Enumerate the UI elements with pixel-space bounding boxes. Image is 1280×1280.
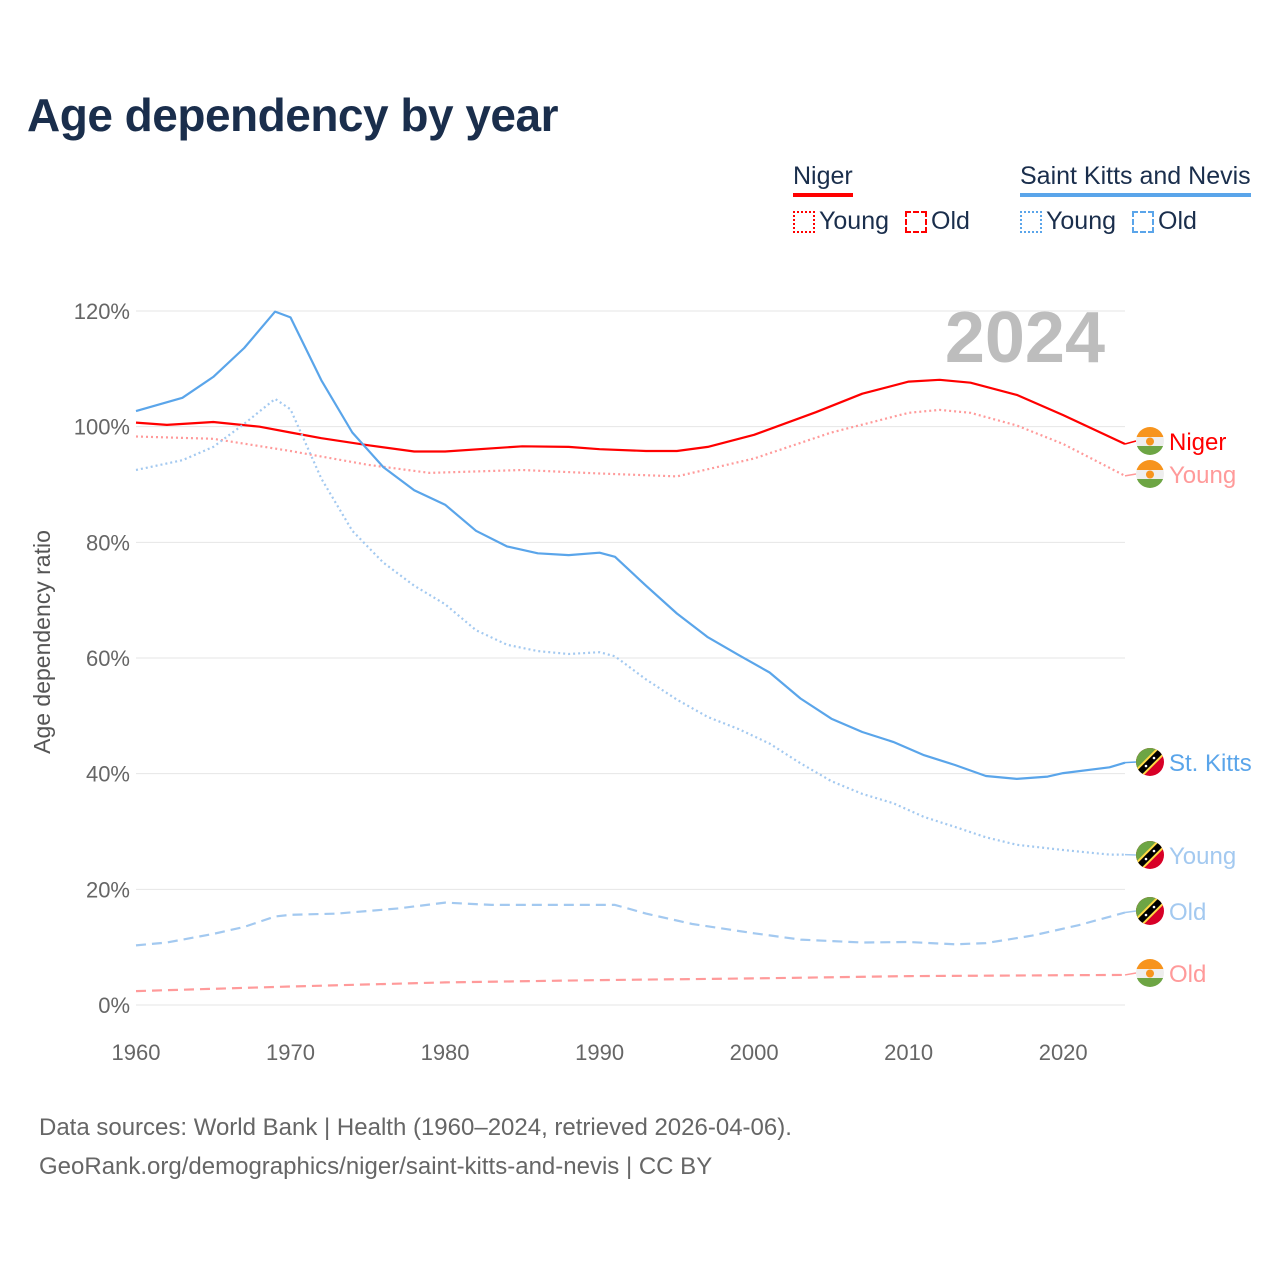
niger-flag-icon — [1136, 427, 1164, 455]
y-tick-label: 0% — [98, 993, 130, 1018]
legend-item-label: Young — [1046, 207, 1116, 235]
legend-item-label: Old — [931, 207, 970, 235]
dotted-swatch-icon — [793, 210, 815, 233]
source-url[interactable]: GeoRank.org/demographics/niger/saint-kit… — [39, 1153, 713, 1180]
saint-kitts-flag-icon — [1136, 841, 1164, 869]
y-axis-label: Age dependency ratio — [29, 530, 55, 754]
dashed-swatch-icon — [905, 210, 927, 233]
source-line: Data sources: World Bank | Health (1960–… — [39, 1114, 792, 1141]
x-tick-label: 2010 — [884, 1040, 933, 1065]
year-watermark: 2024 — [945, 298, 1105, 378]
legend-niger-label: Niger — [793, 162, 853, 197]
series-line-niger-old[interactable] — [135, 973, 1126, 993]
label-connector — [1124, 440, 1137, 445]
legend-skn-old[interactable]: Old — [1132, 207, 1197, 236]
saint-kitts-flag-icon — [1136, 897, 1164, 925]
y-tick-label: 100% — [74, 415, 130, 440]
dashed-swatch-icon — [1132, 210, 1154, 233]
end-label-skn-old: Old — [1169, 899, 1206, 926]
series-line-skn-old[interactable] — [135, 901, 1126, 947]
niger-flag-icon — [1136, 460, 1164, 488]
label-connector — [1124, 910, 1137, 914]
legend-skn-label: Saint Kitts and Nevis — [1020, 162, 1251, 197]
niger-flag-icon — [1136, 959, 1164, 987]
series-line-niger-total[interactable] — [135, 378, 1126, 453]
label-connector — [1124, 972, 1137, 976]
source-note: Data sources: World Bank | Health (1960–… — [39, 1108, 792, 1186]
end-label-niger-total: Niger — [1169, 429, 1226, 456]
label-connector — [1124, 473, 1137, 477]
legend-niger-old[interactable]: Old — [905, 207, 970, 236]
end-label-niger-young: Young — [1169, 462, 1236, 489]
end-label-skn-young: Young — [1169, 843, 1236, 870]
y-tick-label: 80% — [86, 530, 130, 555]
label-connector — [1124, 761, 1137, 764]
series-line-skn-young[interactable] — [135, 397, 1125, 856]
x-tick-label: 1960 — [112, 1040, 161, 1065]
y-tick-label: 40% — [86, 762, 130, 787]
legend-item-label: Old — [1158, 207, 1197, 235]
x-tick-label: 1970 — [266, 1040, 315, 1065]
series-line-skn-total[interactable] — [135, 310, 1126, 780]
end-label-skn-total: St. Kitts — [1169, 750, 1252, 777]
dotted-swatch-icon — [1020, 210, 1042, 233]
legend-group-niger: Niger Young Old — [793, 162, 970, 236]
legend-skn-young[interactable]: Young — [1020, 207, 1116, 236]
x-tick-label: 1980 — [421, 1040, 470, 1065]
y-tick-label: 60% — [86, 646, 130, 671]
legend-group-skn: Saint Kitts and Nevis Young Old — [1020, 162, 1251, 236]
x-tick-label: 2000 — [730, 1040, 779, 1065]
y-tick-label: 20% — [86, 877, 130, 902]
x-tick-label: 1990 — [575, 1040, 624, 1065]
legend-item-label: Young — [819, 207, 889, 235]
series-line-niger-young[interactable] — [135, 408, 1126, 478]
saint-kitts-flag-icon — [1136, 748, 1164, 776]
legend-niger-young[interactable]: Young — [793, 207, 889, 236]
chart-title: Age dependency by year — [27, 89, 558, 141]
end-label-niger-old: Old — [1169, 961, 1206, 988]
y-tick-label: 120% — [74, 299, 130, 324]
x-tick-label: 2020 — [1039, 1040, 1088, 1065]
